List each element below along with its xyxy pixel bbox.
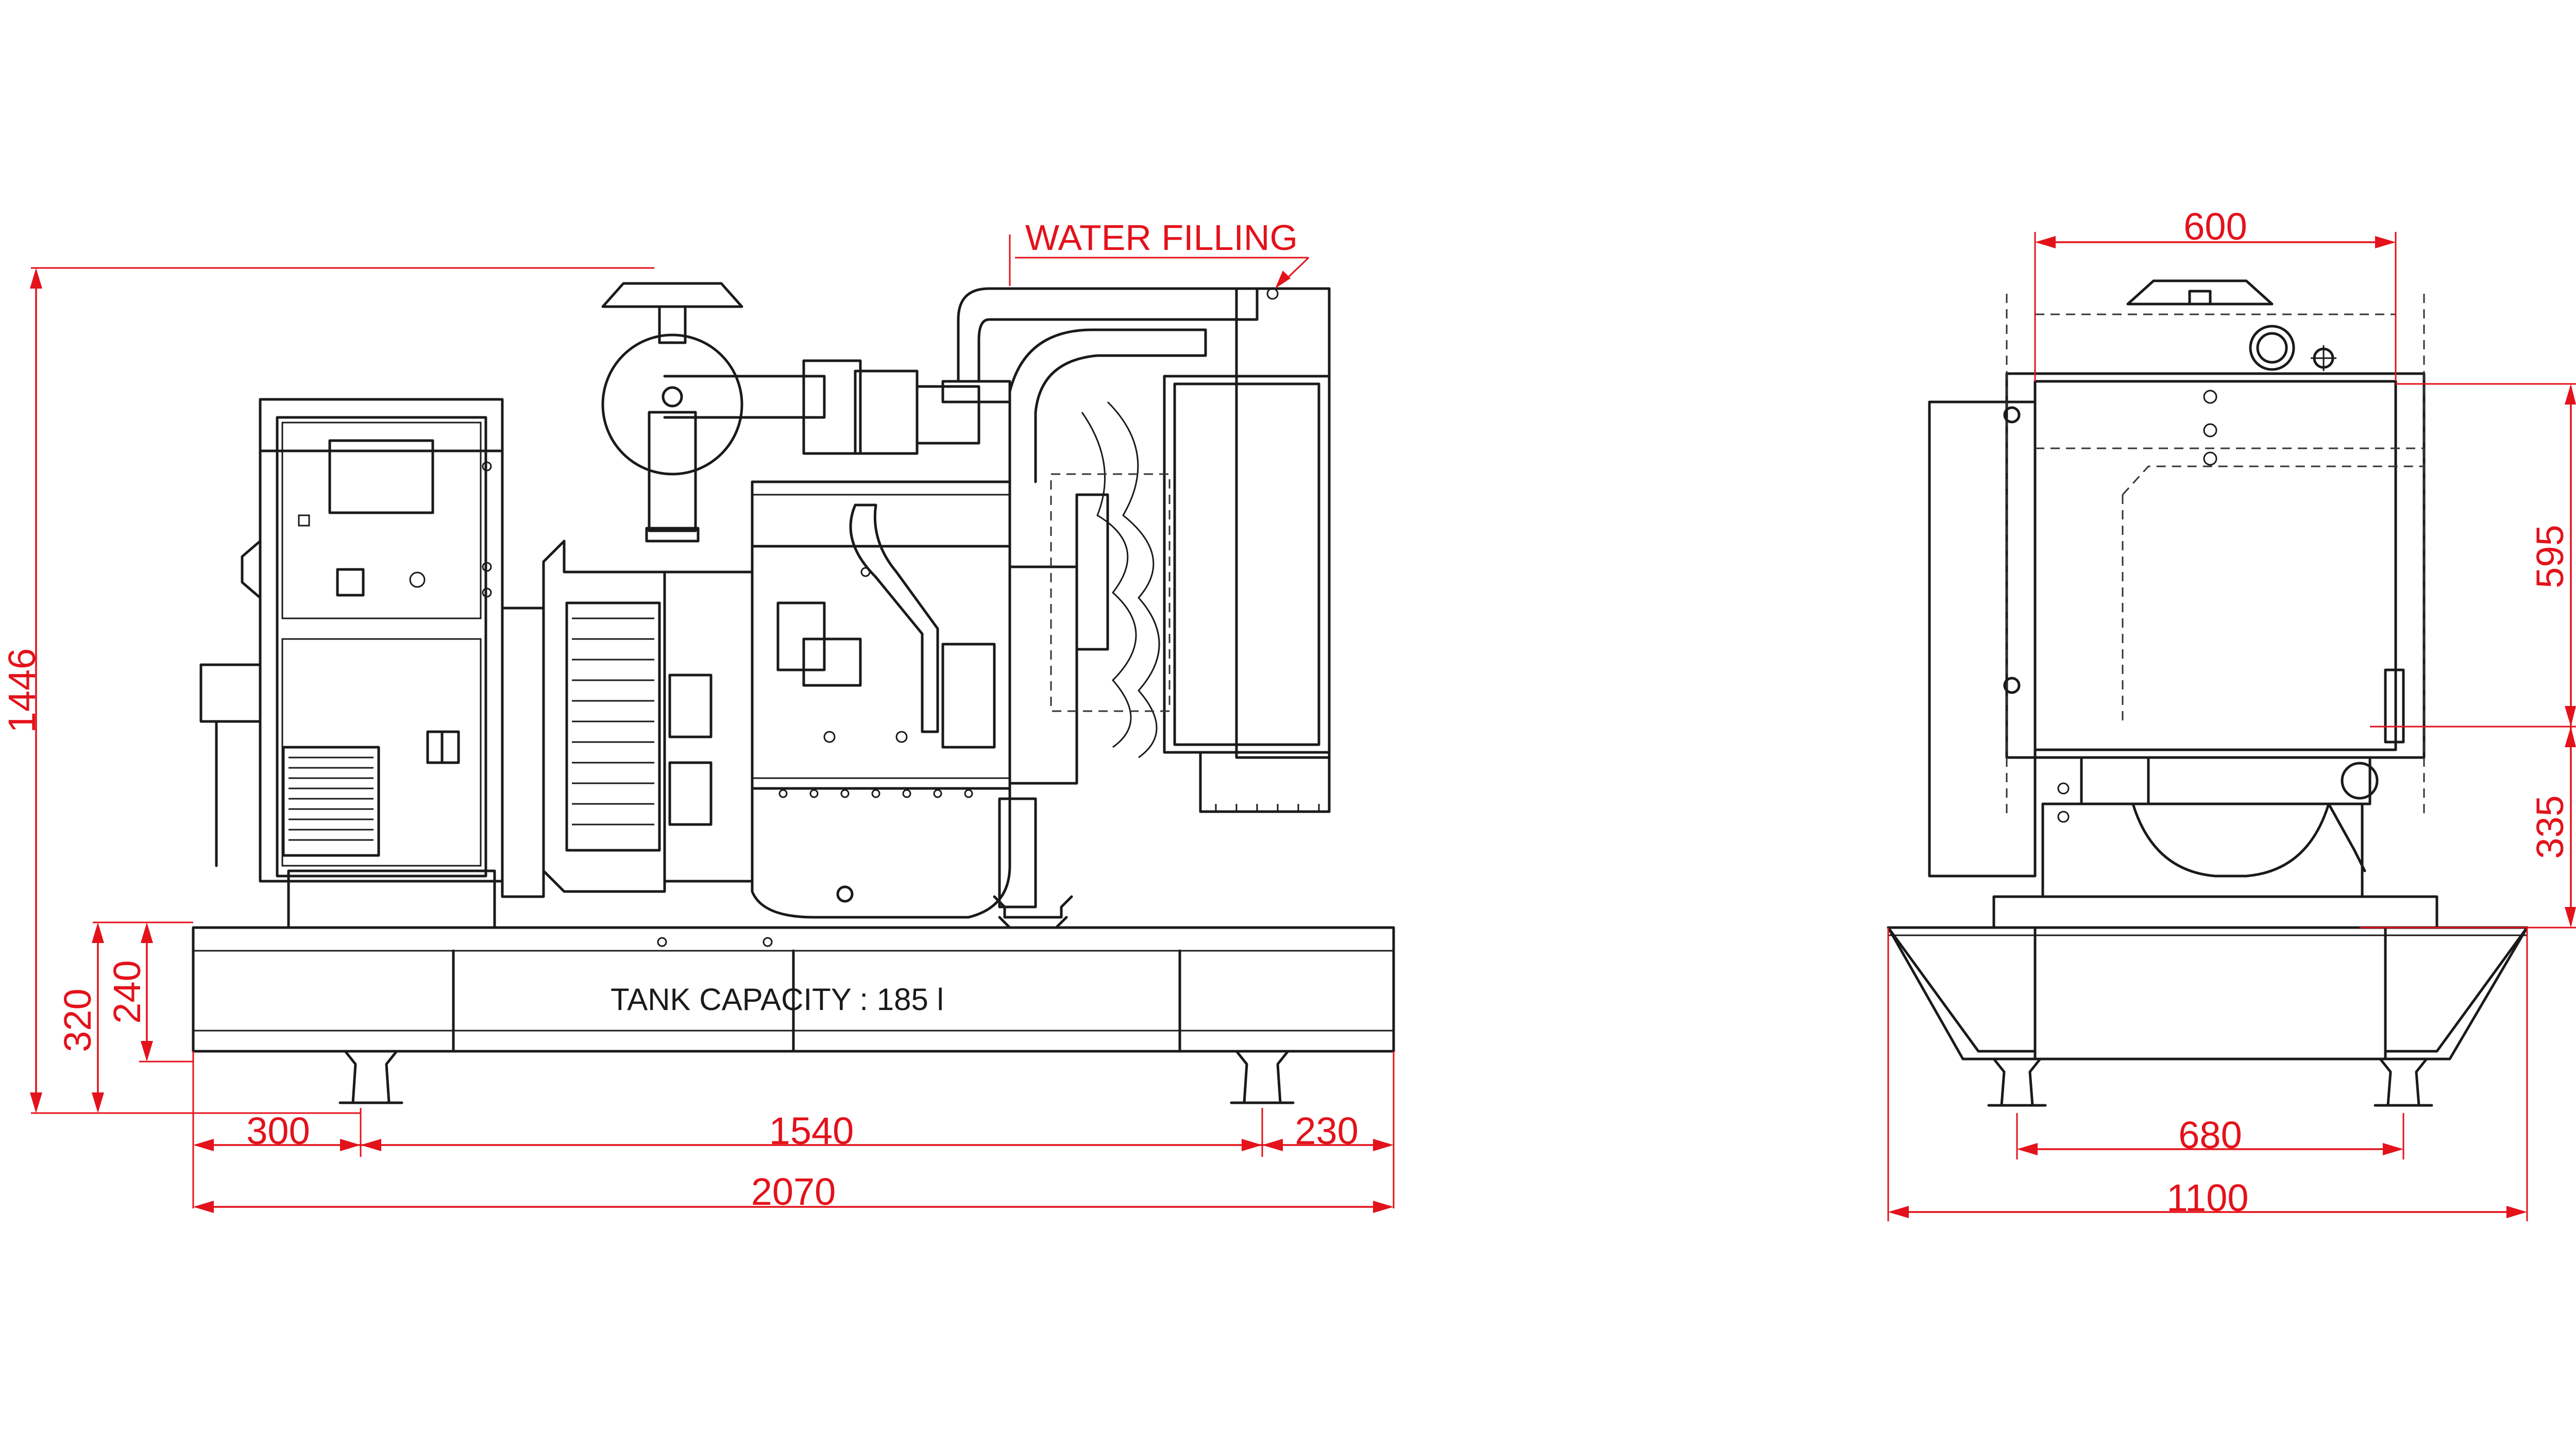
water-filling-label: WATER FILLING bbox=[1025, 217, 1298, 258]
radiator-height-dimension: 595 bbox=[2529, 525, 2571, 588]
mount-spacing-dimension: 1540 bbox=[769, 1109, 854, 1152]
engine-block bbox=[663, 480, 1078, 929]
front-engine bbox=[2057, 756, 2379, 878]
control-panel bbox=[199, 398, 504, 883]
front-radiator bbox=[2003, 294, 2426, 814]
tank-height-dimension: 240 bbox=[106, 960, 148, 1023]
front-view bbox=[1887, 279, 2529, 1107]
base-frame bbox=[192, 926, 1395, 1053]
tank-capacity-label: TANK CAPACITY : 185 l bbox=[611, 982, 944, 1017]
left-offset-dimension: 300 bbox=[246, 1109, 310, 1152]
overall-width-dimension: 1100 bbox=[2166, 1176, 2248, 1219]
front-control-box bbox=[1928, 400, 2364, 898]
overall-length-dimension: 2070 bbox=[751, 1170, 836, 1213]
alternator bbox=[287, 540, 666, 929]
side-view: TANK CAPACITY : 185 l bbox=[192, 282, 1395, 1104]
mounting-feet bbox=[338, 1050, 1295, 1104]
radiator bbox=[1050, 287, 1331, 813]
front-view-dimensions: 600 595 335 680 1100 bbox=[1887, 205, 2576, 1221]
radiator-width-dimension: 600 bbox=[2183, 205, 2247, 248]
air-intake bbox=[601, 282, 1259, 543]
right-offset-dimension: 230 bbox=[1295, 1109, 1358, 1152]
overall-height-dimension: 1446 bbox=[1, 648, 43, 733]
front-top bbox=[2126, 279, 2336, 371]
base-height-dimension: 320 bbox=[56, 988, 99, 1052]
side-view-dimensions: 1446 320 240 300 1540 230 2070 bbox=[1, 217, 1395, 1213]
front-mount-spacing-dimension: 680 bbox=[2178, 1114, 2242, 1156]
lower-height-dimension: 335 bbox=[2529, 795, 2571, 859]
front-base bbox=[1887, 895, 2529, 1107]
